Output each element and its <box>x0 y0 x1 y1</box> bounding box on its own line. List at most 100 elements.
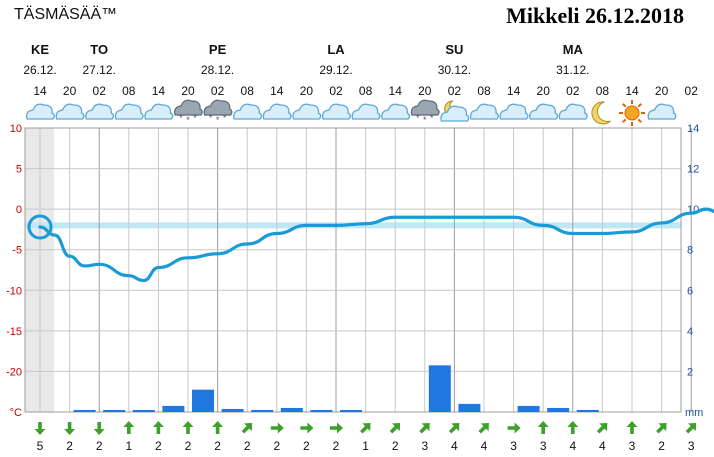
precipitation-bar <box>458 403 481 412</box>
day-name: SU <box>445 42 463 57</box>
day-name: MA <box>563 42 584 57</box>
hour-label: 14 <box>33 84 47 98</box>
wind-arrow-icon <box>241 423 253 434</box>
wind-speed-label: 1 <box>362 439 369 453</box>
precipitation-bar <box>340 409 362 412</box>
wind-arrow-icon <box>596 423 608 434</box>
precipitation-bar <box>547 407 570 412</box>
wind-speed-label: 2 <box>658 439 665 453</box>
precipitation-bar <box>280 407 303 412</box>
svg-text:*: * <box>186 115 190 125</box>
day-date: 27.12. <box>83 63 116 77</box>
cloud-icon <box>25 103 55 120</box>
hour-label: 20 <box>181 84 195 98</box>
precipitation-bar <box>73 409 96 412</box>
cloud-icon <box>55 103 85 120</box>
cloud-icon <box>529 103 559 120</box>
wind-speed-label: 2 <box>244 439 251 453</box>
wind-speed-label: 4 <box>481 439 488 453</box>
wind-arrow-icon <box>389 423 401 434</box>
wind-speed-label: 4 <box>569 439 576 453</box>
temperature-tick-label: 10 <box>10 123 22 135</box>
hour-label: 14 <box>152 84 166 98</box>
svg-text:*: * <box>179 113 183 123</box>
moon-cloud-icon <box>440 100 470 122</box>
brand-logo: TÄSMÄSÄÄ™ <box>14 6 118 23</box>
precipitation-tick-label: 6 <box>687 285 693 297</box>
precipitation-tick-label: 8 <box>687 245 693 257</box>
temperature-tick-label: -20 <box>6 366 22 378</box>
cloud-icon <box>381 103 411 120</box>
cloud-icon <box>469 103 499 120</box>
temperature-line <box>38 207 714 283</box>
precipitation-tick-label: 12 <box>687 164 699 176</box>
wind-speed-label: 3 <box>688 439 695 453</box>
hour-label: 14 <box>625 84 639 98</box>
wind-speed-label: 2 <box>392 439 399 453</box>
wind-arrow-icon <box>34 422 46 435</box>
cloud-icon <box>114 103 144 120</box>
hour-label: 14 <box>389 84 403 98</box>
wind-speed-label: 2 <box>66 439 73 453</box>
hour-label: 02 <box>329 84 343 98</box>
precipitation-bar <box>162 405 185 412</box>
cloud-icon <box>144 103 174 120</box>
wind-speed-label: 3 <box>629 439 636 453</box>
precipitation-bar <box>221 408 244 412</box>
svg-text:*: * <box>423 115 427 125</box>
svg-text:*: * <box>223 113 227 123</box>
snow-cloud-icon: * * * <box>174 99 203 125</box>
wind-arrow-icon <box>270 422 284 434</box>
precipitation-bar <box>310 409 333 412</box>
wind-arrow-icon <box>419 423 430 434</box>
cloud-icon <box>321 103 351 120</box>
wind-speed-label: 2 <box>333 439 340 453</box>
day-date: 29.12. <box>319 63 352 77</box>
hour-label: 14 <box>270 84 284 98</box>
wind-speed-label: 3 <box>421 439 428 453</box>
sun-icon <box>619 100 645 126</box>
wind-arrow-icon <box>626 421 638 434</box>
wind-arrow-icon <box>478 423 489 434</box>
precipitation-bar <box>251 409 274 412</box>
day-date: 26.12. <box>23 63 56 77</box>
precipitation-tick-label: 14 <box>687 123 699 135</box>
precipitation-bar <box>103 409 126 412</box>
wind-speed-label: 3 <box>510 439 517 453</box>
hour-label: 20 <box>300 84 314 98</box>
hour-label: 02 <box>685 84 699 98</box>
moon-icon <box>591 101 611 125</box>
wind-arrow-icon <box>182 421 194 434</box>
temperature-tick-label: 5 <box>16 164 22 176</box>
temperature-unit-label: °C <box>10 407 22 419</box>
snow-cloud-icon: * * * <box>203 99 233 125</box>
wind-arrow-icon <box>330 422 343 434</box>
wind-speed-label: 2 <box>155 439 162 453</box>
svg-text:*: * <box>216 115 220 125</box>
temperature-tick-label: -5 <box>12 245 22 257</box>
hour-label: 08 <box>596 84 610 98</box>
location-date-title: Mikkeli 26.12.2018 <box>506 3 684 28</box>
precipitation-bar <box>192 389 214 412</box>
hour-label: 08 <box>477 84 491 98</box>
hour-label: 20 <box>537 84 551 98</box>
temperature-tick-label: 0 <box>16 204 22 216</box>
cloud-icon <box>292 103 322 120</box>
current-temperature-marker <box>27 214 53 240</box>
day-name: KE <box>31 42 49 57</box>
svg-text:*: * <box>430 113 434 123</box>
wind-arrow-icon <box>300 422 314 434</box>
day-name: PE <box>209 42 227 57</box>
cloud-icon <box>262 103 292 120</box>
wind-speed-label: 2 <box>214 439 221 453</box>
hour-label: 02 <box>448 84 462 98</box>
hour-label: 20 <box>655 84 669 98</box>
hour-label: 02 <box>211 84 225 98</box>
cloud-icon <box>351 103 381 120</box>
wind-arrow-icon <box>123 421 135 434</box>
wind-arrow-icon <box>537 421 549 434</box>
plot-frame <box>24 127 682 413</box>
temperature-tick-label: -10 <box>6 285 22 297</box>
cloud-icon <box>647 103 677 120</box>
